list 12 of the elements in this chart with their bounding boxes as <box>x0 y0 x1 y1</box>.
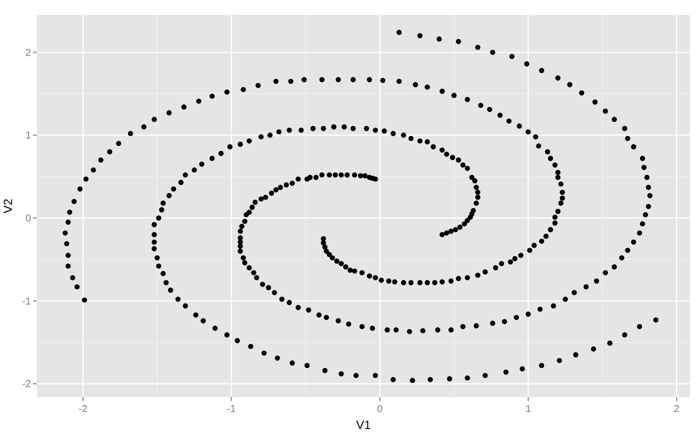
x-axis-title: V1 <box>356 418 372 432</box>
x-tick-label: -1 <box>226 404 236 415</box>
y-tick-label: 2 <box>25 48 32 59</box>
x-tick-label: 2 <box>674 404 680 415</box>
x-tick-label: 1 <box>525 404 532 415</box>
y-tick-label: -2 <box>22 379 32 390</box>
y-tick-label: 0 <box>25 214 32 225</box>
y-tick-label: 1 <box>25 130 32 142</box>
x-tick-label: 0 <box>377 404 384 415</box>
x-tick-label: -2 <box>78 404 88 415</box>
y-tick-label: -1 <box>22 296 32 308</box>
y-axis-title: V2 <box>1 198 15 214</box>
